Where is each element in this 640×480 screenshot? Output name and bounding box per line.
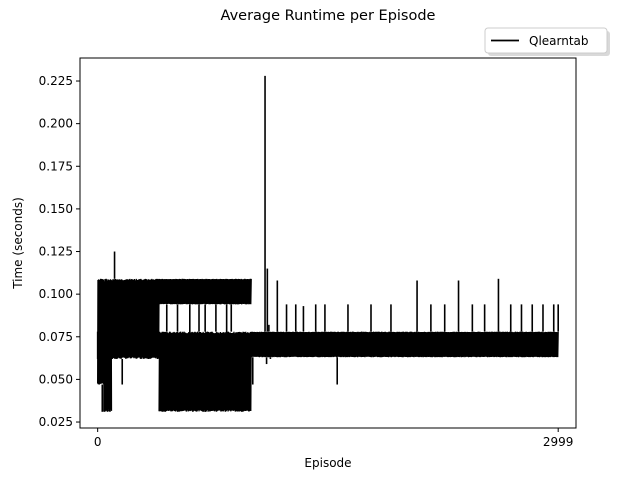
- y-axis: 0.025 0.050 0.075 0.100 0.125 0.150 0.175 0.200…: [39, 74, 80, 429]
- legend: Qlearntab: [484, 27, 610, 56]
- y-tick-label: 0.200: [39, 117, 73, 131]
- y-tick-label: 0.125: [39, 245, 73, 259]
- series-qlearntab: [96, 75, 559, 412]
- chart-title: Average Runtime per Episode: [221, 8, 436, 24]
- x-axis: 0 2999: [94, 428, 574, 449]
- series-band-segment: [110, 278, 119, 359]
- series-band-segment: [116, 278, 160, 359]
- legend-label-qlearntab: Qlearntab: [529, 34, 589, 48]
- plot-area-frame: [79, 57, 577, 429]
- series-band-segment: [158, 278, 252, 305]
- y-tick-label: 0.075: [39, 330, 73, 344]
- y-tick-label: 0.050: [39, 372, 73, 386]
- y-tick-label: 0.025: [39, 415, 73, 429]
- y-tick-label: 0.175: [39, 159, 73, 173]
- y-tick-label: 0.225: [39, 74, 73, 88]
- y-axis-label: Time (seconds): [11, 197, 25, 290]
- y-tick-label: 0.150: [39, 202, 73, 216]
- x-axis-label: Episode: [304, 456, 351, 470]
- y-tick-label: 0.100: [39, 287, 73, 301]
- series-band-segment: [250, 331, 559, 358]
- x-tick-label: 2999: [543, 435, 574, 449]
- legend-box: [484, 27, 608, 54]
- x-tick-label: 0: [94, 435, 102, 449]
